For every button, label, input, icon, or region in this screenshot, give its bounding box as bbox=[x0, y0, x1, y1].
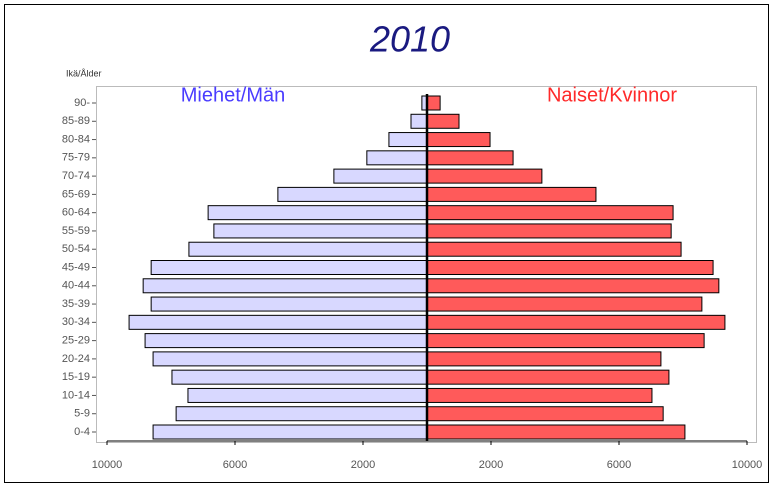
bar bbox=[213, 223, 428, 239]
x-tick-label: 10000 bbox=[92, 459, 123, 471]
bar bbox=[426, 424, 686, 440]
chart-title: 2010 bbox=[369, 19, 450, 60]
bar bbox=[175, 406, 428, 422]
y-tick-label: 55-59 bbox=[62, 225, 90, 237]
x-tick-label: 6000 bbox=[223, 459, 247, 471]
bar bbox=[144, 333, 428, 349]
x-tick-label: 6000 bbox=[607, 459, 631, 471]
y-tick-label: 75-79 bbox=[62, 152, 90, 164]
bar bbox=[207, 205, 428, 221]
bar bbox=[426, 387, 653, 403]
outer-frame bbox=[4, 4, 769, 483]
bar bbox=[426, 296, 703, 312]
bar bbox=[426, 369, 670, 385]
bar bbox=[426, 168, 543, 184]
legend-label: Naiset/Kvinnor bbox=[547, 84, 677, 106]
bar bbox=[426, 132, 491, 148]
bar bbox=[388, 132, 428, 148]
y-tick-label: 10-14 bbox=[62, 389, 90, 401]
y-tick-label: 50-54 bbox=[62, 243, 90, 255]
bar bbox=[150, 260, 428, 275]
bar bbox=[426, 205, 674, 221]
legend-label: Miehet/Män bbox=[181, 84, 286, 106]
y-tick-label: 20-24 bbox=[62, 353, 90, 365]
bar bbox=[410, 113, 428, 129]
y-tick-label: 25-29 bbox=[62, 335, 90, 347]
y-tick-label: 30-34 bbox=[62, 316, 90, 328]
bar bbox=[152, 424, 428, 440]
bar bbox=[277, 186, 428, 202]
bar bbox=[426, 260, 714, 275]
x-tick-label: 10000 bbox=[732, 459, 763, 471]
bar bbox=[426, 223, 672, 239]
y-tick-label: 80-84 bbox=[62, 133, 90, 145]
bar bbox=[426, 406, 664, 422]
x-tick-label: 2000 bbox=[351, 459, 375, 471]
y-tick-label: 0-4 bbox=[74, 426, 90, 438]
bar bbox=[171, 369, 428, 385]
y-tick-label: 35-39 bbox=[62, 298, 90, 310]
bar bbox=[150, 296, 428, 312]
bar bbox=[187, 387, 428, 403]
bar bbox=[142, 278, 428, 294]
bar bbox=[426, 150, 514, 166]
bar bbox=[426, 186, 597, 202]
y-tick-label: 60-64 bbox=[62, 207, 90, 219]
y-axis-label: Ikä/Ålder bbox=[66, 68, 102, 78]
bar bbox=[333, 168, 428, 184]
bar bbox=[426, 351, 662, 367]
y-tick-label: 65-69 bbox=[62, 188, 90, 200]
y-tick-label: 45-49 bbox=[62, 261, 90, 273]
bar bbox=[426, 333, 705, 349]
y-tick-label: 15-19 bbox=[62, 371, 90, 383]
y-tick-label: 90- bbox=[74, 97, 90, 109]
bar bbox=[426, 278, 720, 294]
bar bbox=[188, 241, 428, 257]
bar bbox=[426, 113, 460, 129]
y-tick-label: 70-74 bbox=[62, 170, 90, 182]
bar bbox=[426, 314, 726, 330]
bar bbox=[128, 314, 428, 330]
y-tick-label: 85-89 bbox=[62, 115, 90, 127]
plot-frame bbox=[96, 86, 757, 443]
bar bbox=[152, 351, 428, 367]
x-tick-label: 2000 bbox=[479, 459, 503, 471]
y-tick-label: 40-44 bbox=[62, 280, 90, 292]
bar bbox=[426, 241, 682, 257]
y-tick-label: 5-9 bbox=[74, 408, 90, 420]
bar bbox=[366, 150, 428, 166]
bar bbox=[426, 95, 441, 111]
